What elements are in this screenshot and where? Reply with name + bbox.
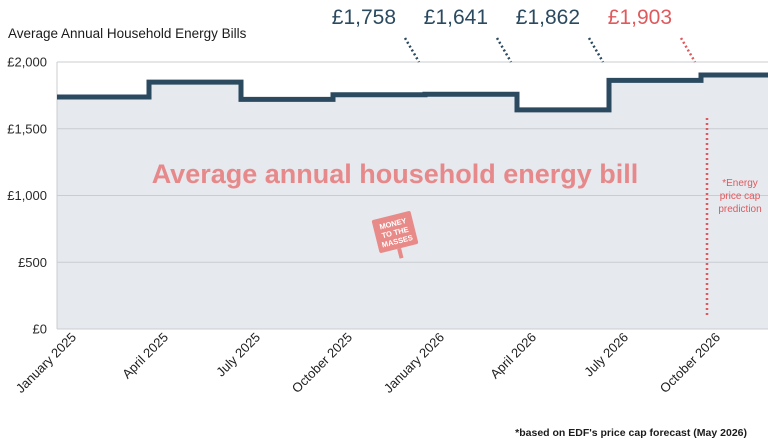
callout-label: £1,903 bbox=[608, 6, 672, 29]
callout-leader bbox=[587, 37, 605, 63]
y-tick-label: £0 bbox=[33, 322, 47, 337]
bill-step-line bbox=[57, 72, 768, 113]
watermark: Average annual household energy bill bbox=[152, 159, 639, 189]
callout-leader bbox=[679, 37, 697, 63]
x-axis: January 2025 April 2025 July 2025 October 2… bbox=[13, 330, 723, 396]
gridlines bbox=[56, 61, 768, 330]
callout-label: £1,641 bbox=[424, 6, 488, 29]
x-tick-label: October 2025 bbox=[289, 330, 355, 396]
y-axis: £0 £500 £1,000 £1,500 £2,000 bbox=[7, 55, 47, 337]
y-tick-label: £1,000 bbox=[7, 188, 47, 203]
callout-leader bbox=[495, 37, 513, 63]
logo-post bbox=[397, 248, 404, 259]
area-fill bbox=[57, 74, 768, 330]
x-tick-label: July 2025 bbox=[213, 330, 263, 380]
callouts: £1,758 £1,641 £1,862 £1,903 bbox=[332, 6, 697, 63]
watermark-text: Average annual household energy bill bbox=[152, 159, 639, 189]
chart-title: Average Annual Household Energy Bills bbox=[8, 26, 247, 41]
x-tick-label: April 2025 bbox=[119, 330, 171, 382]
x-tick-label: April 2026 bbox=[487, 330, 539, 382]
y-tick-label: £2,000 bbox=[7, 55, 47, 70]
x-tick-label: January 2025 bbox=[13, 330, 79, 396]
x-tick-label: July 2026 bbox=[581, 330, 631, 380]
y-tick-label: £1,500 bbox=[7, 121, 47, 136]
logo-board bbox=[371, 211, 419, 253]
callout-label: £1,758 bbox=[332, 6, 396, 29]
footnote: *based on EDF's price cap forecast (May … bbox=[515, 427, 747, 439]
x-tick-label: October 2026 bbox=[657, 330, 723, 396]
bill-series bbox=[57, 72, 768, 113]
prediction-note-line: prediction bbox=[718, 204, 761, 215]
callout-leader bbox=[403, 37, 421, 63]
prediction-marker: *Energy price cap prediction bbox=[705, 118, 762, 318]
plot-area bbox=[57, 74, 768, 330]
x-tick-label: January 2026 bbox=[381, 330, 447, 396]
callout-label: £1,862 bbox=[516, 6, 580, 29]
prediction-note-line: price cap bbox=[720, 191, 761, 202]
y-tick-label: £500 bbox=[18, 255, 47, 270]
prediction-note-line: *Energy bbox=[722, 178, 758, 189]
